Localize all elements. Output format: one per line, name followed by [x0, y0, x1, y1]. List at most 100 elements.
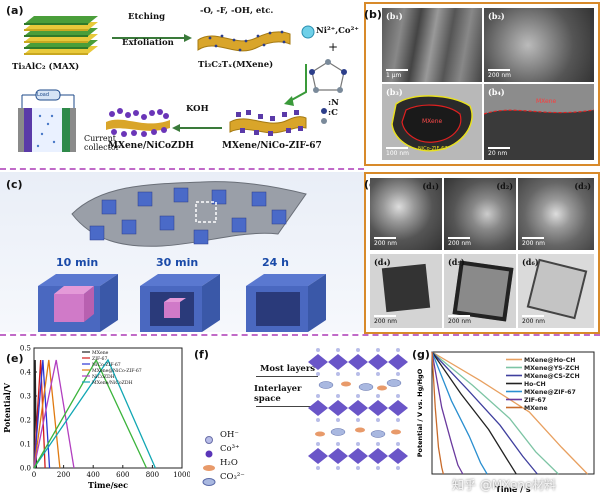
tem-b3: (b₃) MXene NiCo-ZIF-67 100 nm	[382, 84, 482, 160]
chart-e-series-line	[33, 359, 46, 469]
panel-a-label: (a)	[6, 4, 24, 17]
n-key-icon	[320, 100, 328, 119]
panel-a: (a) Ti₃AlC₂ (MAX) Etching Exfoliatio	[0, 0, 364, 170]
panel-c: (c) 10 min 30 min 24 h	[0, 172, 366, 332]
d2-scale: 200 nm	[448, 237, 471, 247]
chart-e-ylabel: Potential/V	[2, 382, 12, 433]
ion-sphere-icon	[300, 24, 316, 44]
chart-g-ylabel: Potential / V vs. Hg/HgO	[416, 368, 424, 457]
chart-g-series-line	[431, 351, 488, 475]
etching-arrow-icon	[112, 28, 192, 47]
d6-label: (d₆)	[522, 257, 539, 267]
chart-e-ytick-label: 0.0	[20, 465, 31, 473]
b3-label: (b₃)	[386, 87, 403, 97]
plus-sign: +	[328, 40, 339, 54]
legend-h2o-label: H₂O	[220, 458, 238, 468]
time-24h-label: 24 h	[262, 256, 289, 269]
max-label: Ti₃AlC₂ (MAX)	[12, 62, 80, 72]
divider-bottom	[0, 334, 600, 336]
layer-bracket-bottom	[256, 406, 318, 407]
chart-e-legend-entry: MXene@NiCo-ZIF-67	[92, 367, 142, 374]
d4-label: (d₄)	[374, 257, 391, 267]
d3-label: (d₃)	[574, 181, 591, 191]
chart-e-legend-entry: NiCo-ZIF-67	[92, 362, 121, 368]
b4-mxene-label: MXene	[536, 98, 557, 105]
sem-d1: (d₁) 200 nm	[370, 178, 442, 250]
time-30min-label: 30 min	[156, 256, 199, 269]
chart-e-xtick-label: 400	[87, 471, 100, 479]
b3-nico-label: NiCo-ZIF-67	[418, 146, 448, 152]
max-stack-image	[14, 14, 98, 58]
time-10min-label: 10 min	[56, 256, 99, 269]
legend-oh-icon	[204, 430, 214, 449]
mxene-sheet-image	[196, 18, 292, 62]
ions-label: Ni²⁺,Co²⁺	[316, 26, 359, 36]
chart-e-ytick-label: 0.5	[20, 345, 31, 353]
chart-g-series-line	[431, 351, 464, 475]
mxene-sheet-3d-image	[62, 174, 312, 258]
chart-g-legend-entry: ZIF-67	[524, 397, 546, 404]
chart-e-ytick-label: 0.4	[20, 369, 32, 377]
d5-label: (d₅)	[448, 257, 465, 267]
zdh-composite-image	[104, 104, 172, 144]
chart-g-legend-entry: MXene@CS-ZCH	[524, 372, 580, 380]
chart-e-ytick-label: 0.3	[20, 393, 31, 401]
chart-g-series-line	[431, 351, 588, 475]
panel-f-label: (f)	[194, 348, 209, 361]
b3-scale: 100 nm	[386, 147, 409, 157]
koh-label: KOH	[186, 104, 209, 114]
chart-e-series-line	[33, 359, 61, 469]
most-layers-label: Most layers	[260, 364, 316, 374]
chart-e-xtick-label: 1000	[173, 471, 190, 479]
divider-top	[0, 168, 364, 170]
legend-co3-label: CO₃²⁻	[220, 472, 245, 482]
d4-scale: 200 nm	[374, 315, 397, 325]
chart-e-xtick-label: 600	[116, 471, 129, 479]
device-schematic-image	[12, 86, 82, 160]
c-key-label: :C	[328, 108, 338, 118]
b1-scale: 1 µm	[386, 69, 408, 79]
chart-e-xlabel: Time/sec	[88, 480, 128, 490]
legend-co-label: Co³⁺	[220, 444, 240, 454]
legend-co3-icon	[202, 472, 216, 491]
chart-e-series-line	[33, 359, 75, 469]
chart-g-legend-entry: MXene@YS-ZCH	[524, 364, 579, 372]
ldh-layers-image	[308, 344, 408, 500]
panel-d: (d) (d₁) 200 nm (d₂) 200 nm (d₃) 200 nm …	[364, 172, 600, 334]
cube-10min-image	[32, 272, 124, 336]
panel-b-label: (b)	[364, 8, 382, 21]
chart-g-series-line	[431, 351, 517, 475]
d1-scale: 200 nm	[374, 237, 397, 247]
exfoliation-label: Exfoliation	[122, 38, 174, 48]
chart-e-legend-entry: ZIF-67	[92, 356, 107, 362]
panel-f: (f) Most layers Interlayer space	[190, 338, 410, 499]
tem-d4: (d₄) 200 nm	[370, 254, 442, 328]
tem-d6: (d₆) 200 nm	[518, 254, 594, 328]
sem-d2: (d₂) 200 nm	[444, 178, 516, 250]
chart-g-legend-entry: MXene	[524, 405, 548, 412]
layer-bracket-top	[256, 376, 318, 377]
sem-d3: (d₃) 200 nm	[518, 178, 594, 250]
groups-label: -O, -F, -OH, etc.	[200, 6, 274, 16]
current-collector-label: Current collector	[84, 134, 120, 152]
cube-30min-image	[134, 272, 226, 336]
sem-b1: (b₁) 1 µm	[382, 8, 482, 82]
tem-d5: (d₅) 200 nm	[444, 254, 516, 328]
b4-label: (b₄)	[488, 87, 505, 97]
chart-g-legend-entry: MXene@ZIF-67	[524, 388, 576, 396]
d2-label: (d₂)	[496, 181, 513, 191]
down-arrow-icon	[280, 62, 310, 116]
chart-e-ytick-label: 0.1	[20, 441, 31, 449]
d5-scale: 200 nm	[448, 315, 471, 325]
chart-e-series-line	[33, 358, 148, 469]
chart-g-legend-entry: MXene@Ho-CH	[524, 356, 575, 364]
chart-g-series-line	[431, 351, 559, 475]
chart-g: Time / s Potential / V vs. Hg/HgO MXene@Ho…	[416, 351, 595, 494]
b4-scale: 20 nm	[488, 147, 510, 157]
tem-b4: (b₄) MXene 20 nm	[484, 84, 594, 160]
chart-e-frame	[33, 347, 183, 469]
mxene-label: Ti₃C₂Tₓ(MXene)	[198, 60, 274, 70]
panel-c-label: (c)	[6, 178, 23, 191]
legend-co-icon	[204, 444, 214, 463]
ligand-molecule-image	[300, 56, 356, 106]
